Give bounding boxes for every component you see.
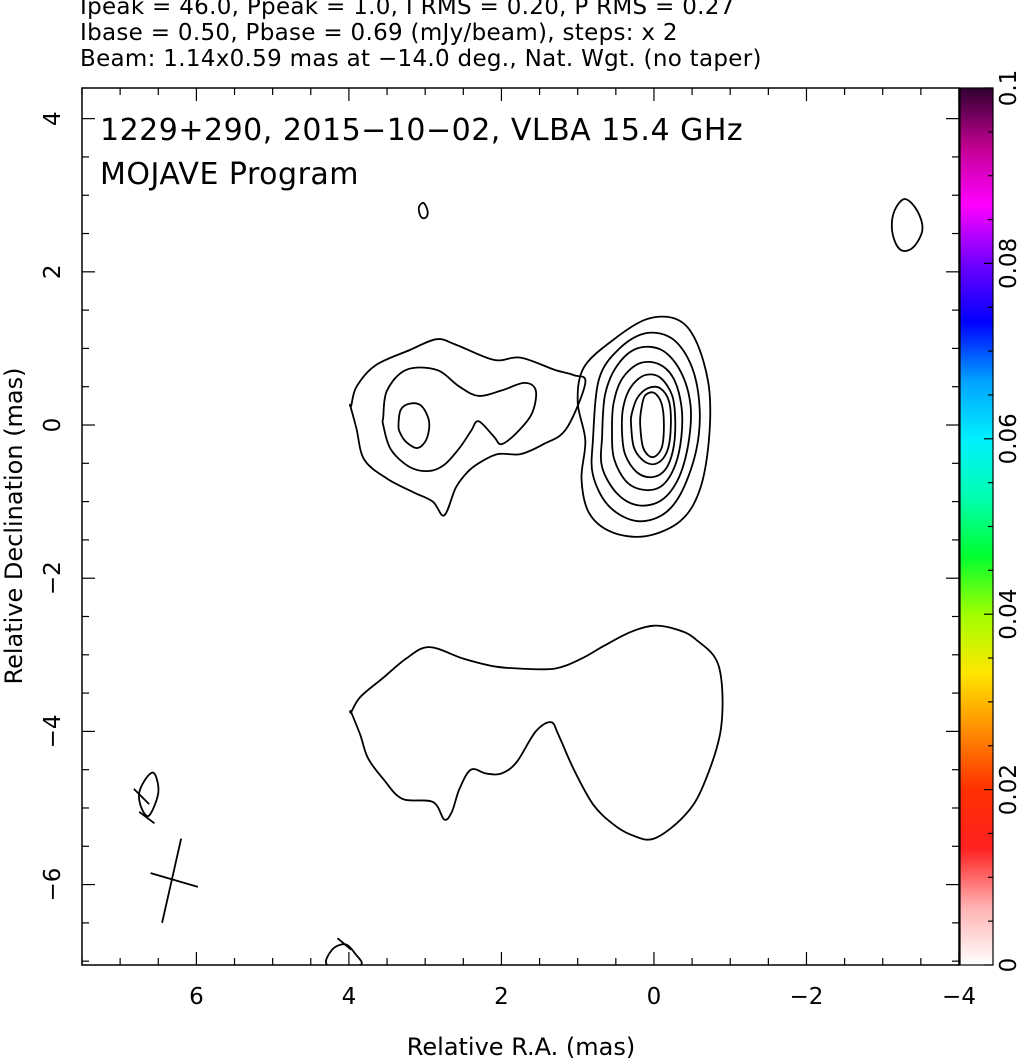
x-tick-label: 4	[342, 984, 357, 1010]
contour-jet-outer	[349, 338, 587, 517]
colorbar	[959, 87, 994, 966]
x-tick-label: 6	[189, 984, 204, 1010]
contour-core-1	[576, 315, 712, 538]
x-tick-label: 2	[494, 984, 509, 1010]
colorbar-tick-label: 0.08	[996, 238, 1021, 289]
contour-blob-lower-left	[138, 771, 160, 818]
contour-jet-inner	[397, 402, 431, 449]
y-tick-label: 0	[40, 418, 66, 433]
map-title: 1229+290, 2015−10−02, VLBA 15.4 GHz	[100, 113, 743, 148]
y-tick-label: −2	[40, 561, 66, 595]
y-tick-label: 2	[40, 265, 66, 280]
y-tick-label: −4	[40, 714, 66, 748]
colorbar-axis: 0 0.02 0.04 0.06 0.08 0.1	[984, 70, 1021, 973]
polarization-vector-layer	[133, 788, 352, 951]
contour-core-4	[611, 361, 684, 492]
contour-core-2	[590, 331, 701, 523]
x-tick-label: −4	[942, 984, 976, 1010]
y-axis-label: Relative Declination (mas)	[0, 367, 28, 684]
colorbar-tick-label: 0	[996, 958, 1021, 973]
image-header: Ipeak = 46.0, Ppeak = 1.0, I RMS = 0.20,…	[80, 0, 980, 72]
contour-layer	[138, 198, 924, 965]
colorbar-tick-label: 0.04	[996, 589, 1021, 640]
colorbar-tick-label: 0.1	[996, 70, 1021, 107]
colorbar-tick-label: 0.02	[996, 764, 1021, 815]
contour-core-5	[620, 373, 677, 479]
header-line-2: Ibase = 0.50, Pbase = 0.69 (mJy/beam), s…	[80, 20, 678, 46]
contour-blob-top	[417, 201, 429, 220]
x-axis-label: Relative R.A. (mas)	[407, 1033, 635, 1060]
polarization-tick	[138, 811, 155, 825]
beam-major-axis	[161, 838, 183, 924]
contour-southern-lobe	[349, 624, 724, 841]
plot-frame	[81, 87, 960, 966]
colorbar-tick-label: 0.06	[996, 413, 1021, 464]
x-tick-label: −2	[790, 984, 824, 1010]
header-line-3: Beam: 1.14x0.59 mas at −14.0 deg., Nat. …	[80, 46, 762, 72]
contour-blob-bottom	[325, 943, 363, 965]
contour-core-6	[629, 385, 672, 466]
contour-core-7	[639, 391, 665, 459]
y-tick-label: 4	[40, 111, 66, 126]
header-line-1: Ipeak = 46.0, Ppeak = 1.0, I RMS = 0.20,…	[80, 0, 735, 20]
polarization-tick	[133, 788, 150, 805]
x-tick-label: 0	[647, 984, 662, 1010]
y-tick-label: −6	[40, 868, 66, 902]
contour-blob-upper-right	[890, 198, 924, 252]
contour-jet-mid	[381, 366, 538, 472]
axes-layer: 6 4 2 0 −2 −4 4 2 0 −2 −4 −6	[40, 88, 976, 1010]
map-subtitle: MOJAVE Program	[100, 157, 359, 192]
beam-marker	[150, 838, 199, 924]
beam-minor-axis	[150, 872, 199, 888]
contour-core-3	[599, 345, 692, 507]
polarization-tick	[336, 937, 352, 951]
